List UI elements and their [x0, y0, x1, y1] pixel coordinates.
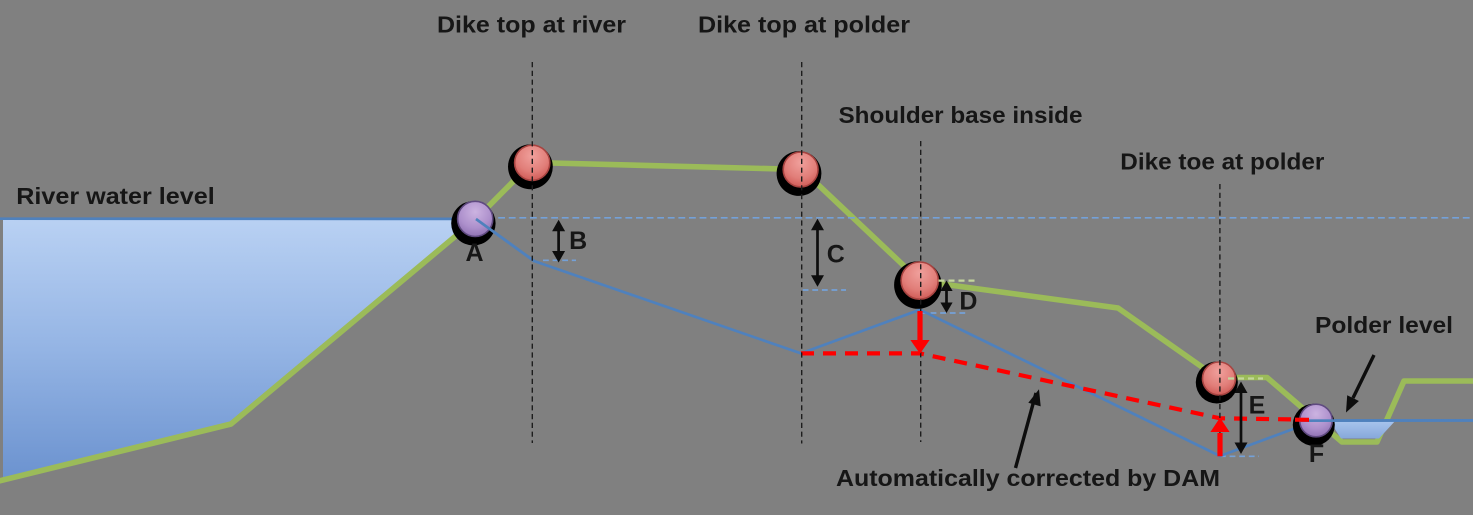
svg-text:Automatically corrected by DAM: Automatically corrected by DAM — [836, 465, 1220, 491]
svg-text:Dike top at river: Dike top at river — [437, 12, 626, 38]
svg-text:River water level: River water level — [16, 183, 215, 209]
svg-text:E: E — [1249, 392, 1266, 420]
svg-text:F: F — [1309, 440, 1324, 468]
svg-text:Dike toe at polder: Dike toe at polder — [1120, 149, 1324, 175]
svg-text:A: A — [465, 239, 483, 267]
svg-text:B: B — [569, 227, 587, 255]
svg-text:Polder level: Polder level — [1315, 312, 1453, 338]
svg-text:C: C — [827, 240, 845, 268]
svg-text:Shoulder base inside: Shoulder base inside — [839, 102, 1083, 128]
svg-text:Dike top at polder: Dike top at polder — [698, 12, 910, 38]
svg-text:D: D — [959, 288, 977, 316]
